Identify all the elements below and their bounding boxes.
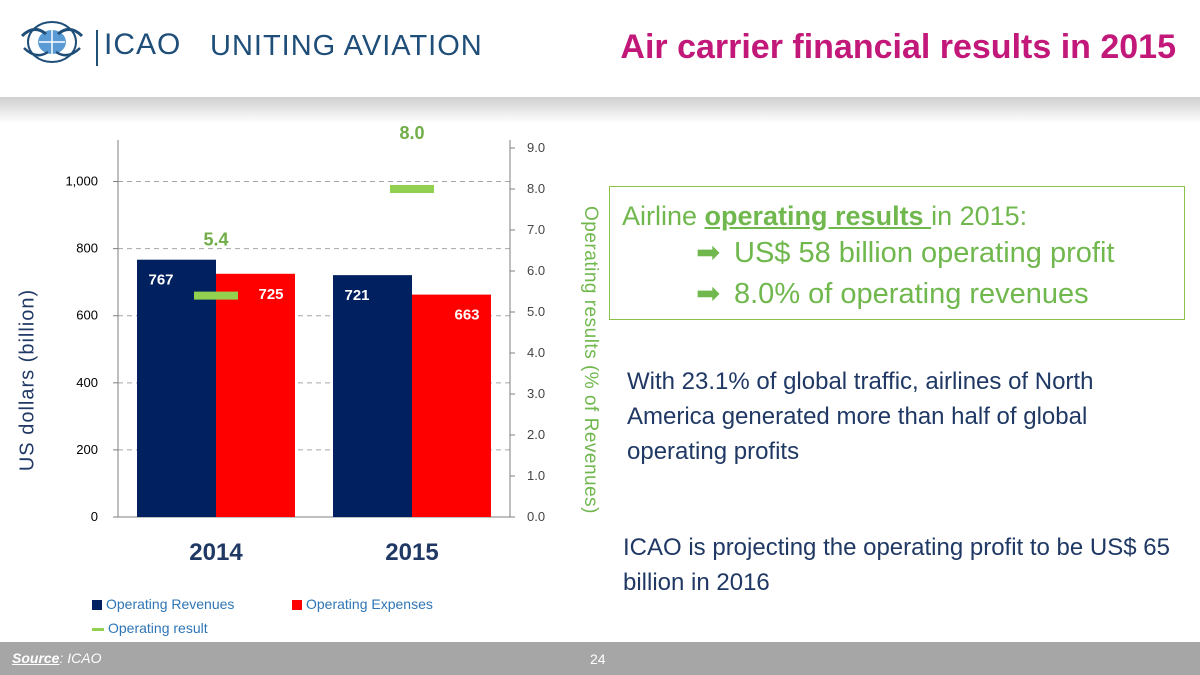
- x-category-label: 2015: [385, 539, 438, 566]
- y2-tick-label: 9.0: [527, 140, 545, 155]
- operating-result-label: 8.0: [399, 123, 424, 143]
- footer: Source: ICAO 24: [0, 642, 1200, 675]
- box-bullet-profit: ➡ US$ 58 billion operating profit: [696, 235, 1114, 270]
- y-tick-label: 0: [91, 509, 98, 524]
- legend-label-revenues: Operating Revenues: [106, 596, 235, 612]
- box-heading-suffix: in 2015:: [931, 201, 1028, 231]
- source-note: Source: ICAO: [12, 650, 101, 666]
- legend-item-revenues: Operating Revenues: [92, 596, 234, 612]
- projection-paragraph: ICAO is projecting the operating profit …: [623, 534, 1170, 596]
- y-tick-label: 400: [76, 375, 98, 390]
- slide-title: Air carrier financial results in 2015: [620, 28, 1176, 66]
- chart-plot: 0 200 400 600 800 1,000 0.0 1.0 2.0 3.0 4.0 5.0 6.0 7…: [65, 123, 545, 566]
- source-label: Source: [12, 650, 60, 666]
- right-arrow-icon: ➡: [696, 237, 721, 269]
- header: ICAO UNITING AVIATION Air carrier financ…: [0, 0, 1200, 97]
- legend-label-result: Operating result: [108, 620, 208, 636]
- operating-result-marker: [194, 291, 238, 300]
- logo-text: ICAO: [104, 28, 182, 61]
- bar-value-label: 663: [454, 307, 479, 324]
- y2-tick-label: 2.0: [527, 427, 545, 442]
- y-axis-label-right: Operating results (% of Revenues): [580, 206, 601, 514]
- north-america-paragraph: With 23.1% of global traffic, airlines o…: [627, 368, 1094, 465]
- bar: [137, 259, 216, 517]
- tagline: UNITING AVIATION: [210, 30, 483, 62]
- box-heading-highlight: operating results: [704, 201, 932, 231]
- legend-swatch-revenues: [92, 600, 102, 611]
- box-heading: Airline operating results in 2015:: [622, 201, 1027, 232]
- y-tick-label: 800: [76, 241, 98, 256]
- y2-tick-label: 4.0: [527, 345, 545, 360]
- right-arrow-icon: ➡: [696, 278, 721, 310]
- y2-tick-label: 7.0: [527, 222, 545, 237]
- box-bullet-profit-text: US$ 58 billion operating profit: [734, 237, 1115, 269]
- legend-item-expenses: Operating Expenses: [292, 596, 433, 612]
- y-tick-label: 1,000: [65, 174, 98, 189]
- legend-swatch-result: [92, 627, 104, 631]
- y-tick-label: 200: [76, 442, 98, 457]
- bar: [412, 294, 491, 517]
- y2-tick-label: 0.0: [527, 509, 545, 524]
- legend-item-result: Operating result: [92, 620, 208, 636]
- icao-emblem-icon: [20, 21, 84, 63]
- legend-label-expenses: Operating Expenses: [306, 596, 433, 612]
- financial-chart: 0 200 400 600 800 1,000 0.0 1.0 2.0 3.0 4.0 5.0 6.0 7…: [0, 120, 610, 640]
- y-tick-label: 600: [76, 308, 98, 323]
- logo-divider: [96, 30, 98, 66]
- source-text: : ICAO: [59, 650, 102, 666]
- bar-value-label: 721: [344, 287, 369, 304]
- bar: [333, 275, 412, 517]
- legend-swatch-expenses: [292, 600, 302, 611]
- bar: [216, 273, 295, 517]
- operating-result-marker: [390, 185, 434, 193]
- y2-tick-label: 1.0: [527, 468, 545, 483]
- y2-tick-label: 6.0: [527, 263, 545, 278]
- bar-value-label: 725: [258, 286, 283, 303]
- header-shadow: [0, 97, 1200, 123]
- page-number: 24: [590, 651, 606, 667]
- operating-results-box: Airline operating results in 2015: ➡ US$ …: [609, 186, 1185, 320]
- y-axis-label-left: US dollars (billion): [16, 288, 39, 472]
- box-bullet-revenue-share-text: 8.0% of operating revenues: [734, 278, 1089, 310]
- y2-tick-label: 3.0: [527, 386, 545, 401]
- operating-result-label: 5.4: [203, 230, 228, 250]
- bar-value-label: 767: [148, 272, 173, 289]
- box-bullet-revenue-share: ➡ 8.0% of operating revenues: [696, 276, 1089, 311]
- box-heading-prefix: Airline: [622, 201, 705, 231]
- x-category-label: 2014: [189, 539, 243, 566]
- y2-tick-label: 8.0: [527, 181, 545, 196]
- y2-tick-label: 5.0: [527, 304, 545, 319]
